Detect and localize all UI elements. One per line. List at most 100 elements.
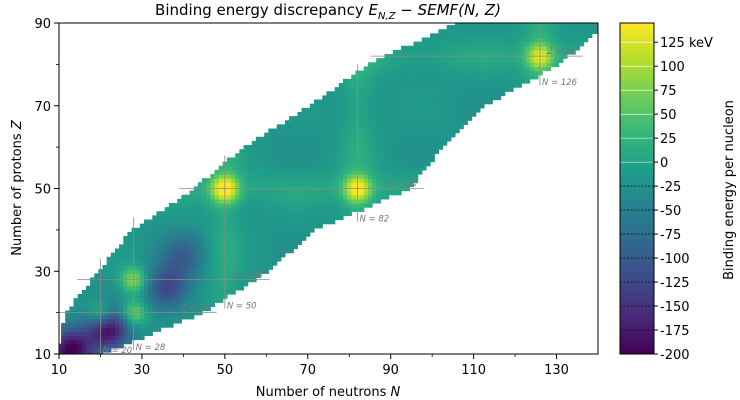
heatmap-cell bbox=[463, 116, 468, 121]
heatmap-cell bbox=[347, 190, 352, 196]
heatmap-cell bbox=[380, 190, 386, 196]
heatmap-cell bbox=[525, 66, 531, 72]
heatmap-cell bbox=[135, 244, 141, 250]
heatmap-cell bbox=[61, 351, 66, 354]
colorbar-tick-label: 100 bbox=[660, 60, 685, 75]
x-tick-label: 70 bbox=[299, 363, 316, 378]
heatmap-cell bbox=[255, 219, 261, 225]
heatmap-cell bbox=[214, 211, 220, 216]
heatmap-cell bbox=[504, 23, 510, 26]
heatmap-cell bbox=[268, 244, 274, 250]
heatmap-cell bbox=[392, 95, 398, 101]
heatmap-cell bbox=[293, 165, 299, 171]
heatmap-cell bbox=[160, 256, 166, 262]
heatmap-cell bbox=[479, 45, 485, 51]
heatmap-cell bbox=[239, 165, 245, 171]
heatmap-cell bbox=[330, 99, 336, 105]
heatmap-cell bbox=[347, 124, 352, 130]
heatmap-cell bbox=[438, 45, 444, 51]
heatmap-cell bbox=[114, 281, 120, 287]
heatmap-cell bbox=[168, 202, 174, 208]
heatmap-cell bbox=[500, 70, 506, 76]
heatmap-cell bbox=[309, 182, 315, 188]
heatmap-cell bbox=[483, 41, 489, 47]
heatmap-cell bbox=[401, 58, 406, 63]
heatmap-cell bbox=[77, 331, 83, 336]
heatmap-cell bbox=[363, 190, 369, 196]
heatmap-cell bbox=[73, 351, 79, 354]
heatmap-cell bbox=[430, 87, 435, 92]
heatmap-cell bbox=[218, 265, 224, 270]
heatmap-cell bbox=[251, 149, 257, 154]
heatmap-cell bbox=[114, 294, 120, 299]
heatmap-cell bbox=[421, 132, 427, 138]
heatmap-cell bbox=[255, 227, 261, 233]
heatmap-cell bbox=[123, 306, 129, 312]
heatmap-cell bbox=[148, 285, 153, 291]
heatmap-cell bbox=[546, 33, 551, 39]
heatmap-cell bbox=[351, 157, 357, 163]
heatmap-cell bbox=[571, 45, 576, 51]
heatmap-cell bbox=[508, 70, 514, 76]
heatmap-cell bbox=[351, 198, 357, 204]
heatmap-cell bbox=[164, 285, 170, 291]
heatmap-cell bbox=[226, 240, 232, 245]
heatmap-cell bbox=[338, 194, 344, 200]
heatmap-cell bbox=[392, 66, 398, 72]
heatmap-cell bbox=[313, 190, 319, 196]
heatmap-cell bbox=[144, 260, 149, 266]
heatmap-cell bbox=[388, 149, 394, 154]
heatmap-cell bbox=[305, 174, 311, 179]
heatmap-cell bbox=[380, 194, 386, 200]
heatmap-cell bbox=[396, 178, 402, 183]
heatmap-cell bbox=[293, 116, 299, 121]
heatmap-cell bbox=[525, 62, 531, 68]
heatmap-cell bbox=[463, 29, 468, 34]
heatmap-cell bbox=[231, 273, 236, 279]
heatmap-cell bbox=[309, 174, 315, 179]
heatmap-cell bbox=[94, 298, 99, 303]
heatmap-cell bbox=[500, 29, 506, 34]
heatmap-cell bbox=[438, 99, 444, 105]
heatmap-cell bbox=[251, 256, 257, 262]
heatmap-cell bbox=[500, 33, 506, 39]
heatmap-cell bbox=[409, 169, 415, 175]
heatmap-cell bbox=[405, 91, 410, 97]
heatmap-cell bbox=[376, 99, 381, 105]
heatmap-cell bbox=[388, 87, 394, 92]
heatmap-cell bbox=[255, 157, 261, 163]
heatmap-cell bbox=[330, 153, 336, 159]
heatmap-cell bbox=[504, 29, 510, 34]
heatmap-cell bbox=[508, 37, 514, 43]
heatmap-cell bbox=[401, 49, 406, 55]
heatmap-cell bbox=[483, 45, 489, 51]
heatmap-cell bbox=[546, 41, 551, 47]
heatmap-cell bbox=[85, 327, 91, 332]
heatmap-cell bbox=[173, 231, 178, 237]
heatmap-cell bbox=[550, 41, 556, 47]
heatmap-cell bbox=[90, 289, 95, 295]
heatmap-cell bbox=[467, 99, 473, 105]
heatmap-cell bbox=[446, 49, 452, 55]
heatmap-cell bbox=[454, 95, 460, 101]
heatmap-cell bbox=[359, 95, 365, 101]
heatmap-cell bbox=[405, 58, 410, 63]
heatmap-cell bbox=[550, 37, 556, 43]
heatmap-cell bbox=[243, 223, 249, 229]
heatmap-cell bbox=[401, 136, 406, 142]
heatmap-cell bbox=[338, 111, 344, 117]
heatmap-cell bbox=[123, 294, 129, 299]
heatmap-cell bbox=[264, 145, 269, 150]
heatmap-cell bbox=[318, 140, 323, 146]
colorbar-tick-label: -50 bbox=[660, 204, 681, 219]
heatmap-cell bbox=[483, 37, 489, 43]
heatmap-cell bbox=[156, 294, 162, 299]
heatmap-cell bbox=[430, 66, 435, 72]
heatmap-cell bbox=[185, 306, 191, 312]
heatmap-cell bbox=[313, 136, 319, 142]
heatmap-cell bbox=[210, 302, 216, 308]
heatmap-cell bbox=[160, 231, 166, 237]
heatmap-cell bbox=[268, 153, 274, 159]
heatmap-cell bbox=[508, 74, 514, 80]
heatmap-cell bbox=[367, 140, 373, 146]
